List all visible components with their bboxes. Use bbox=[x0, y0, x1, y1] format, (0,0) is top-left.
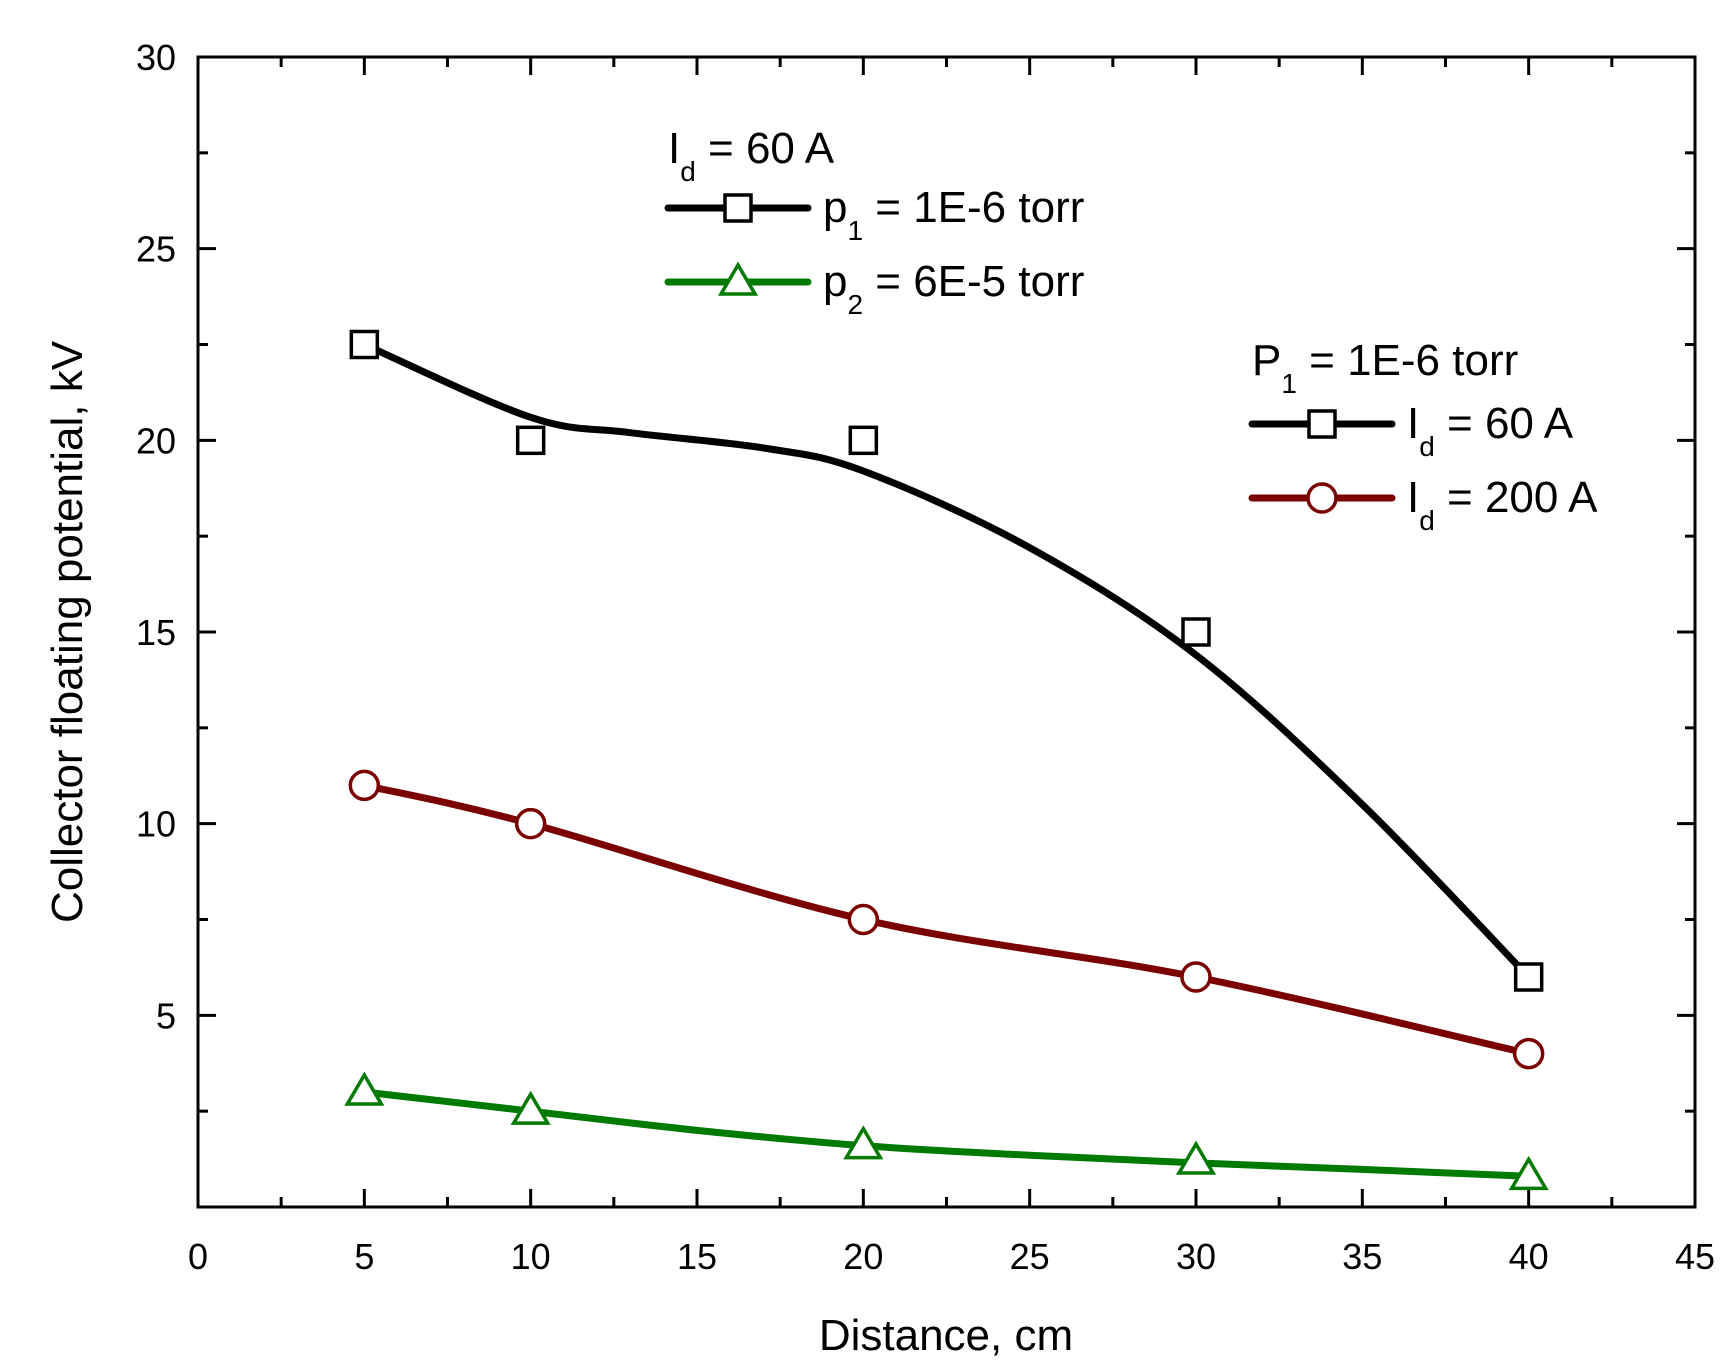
series-triangle bbox=[344, 1071, 1549, 1191]
legend-label: Id = 200 A bbox=[1407, 473, 1598, 536]
x-tick-label: 10 bbox=[511, 1236, 551, 1277]
legend-label: p1 = 1E-6 torr bbox=[823, 183, 1084, 246]
x-tick-label: 25 bbox=[1010, 1236, 1050, 1277]
data-point bbox=[843, 1125, 884, 1160]
x-tick-label: 35 bbox=[1342, 1236, 1382, 1277]
data-point bbox=[348, 769, 381, 802]
legend-label: Id = 60 A bbox=[1407, 399, 1574, 462]
data-point bbox=[515, 425, 546, 456]
y-tick-label: 20 bbox=[136, 420, 176, 461]
data-point bbox=[344, 1071, 385, 1106]
y-axis-title: Collector floating potential, kV bbox=[43, 340, 92, 923]
data-point bbox=[1180, 961, 1212, 993]
y-tick-label: 25 bbox=[136, 229, 176, 270]
y-tick-label: 5 bbox=[156, 995, 176, 1036]
legend-entry: Id = 200 A bbox=[1248, 473, 1598, 536]
legend-marker bbox=[723, 193, 753, 223]
series-layer bbox=[344, 329, 1549, 1191]
data-point bbox=[848, 425, 879, 456]
data-point bbox=[510, 1090, 551, 1125]
x-tick-label: 30 bbox=[1176, 1236, 1216, 1277]
legend-marker bbox=[1306, 482, 1338, 514]
legend-entry: p1 = 1E-6 torr bbox=[664, 183, 1084, 246]
x-tick-label: 15 bbox=[677, 1236, 717, 1277]
data-point bbox=[1512, 1037, 1545, 1070]
legend-entry: p2 = 6E-5 torr bbox=[664, 257, 1084, 320]
y-tick-label: 30 bbox=[136, 37, 176, 78]
legend-title: P1 = 1E-6 torr bbox=[1252, 336, 1518, 399]
data-point bbox=[1508, 1155, 1549, 1191]
data-point bbox=[1513, 962, 1544, 992]
legend-entry: Id = 60 A bbox=[1248, 399, 1574, 462]
y-tick-label: 10 bbox=[136, 804, 176, 845]
x-tick-label: 40 bbox=[1509, 1236, 1549, 1277]
y-tick-label: 15 bbox=[136, 612, 176, 653]
x-tick-label: 20 bbox=[843, 1236, 883, 1277]
data-point bbox=[1181, 617, 1211, 647]
data-point bbox=[514, 807, 547, 840]
x-tick-label: 45 bbox=[1675, 1236, 1715, 1277]
axis-ticks: 0 5 10 15 20 25 30 35 40 45 5 10 15 20 25 30 bbox=[136, 37, 1715, 1277]
data-point bbox=[847, 903, 880, 936]
series-circle bbox=[348, 769, 1545, 1070]
x-axis-title: Distance, cm bbox=[819, 1311, 1073, 1360]
data-point bbox=[349, 329, 380, 360]
legend-group: Id = 60 Ap1 = 1E-6 torr p2 = 6E-5 torr bbox=[664, 124, 1084, 320]
legend-title: Id = 60 A bbox=[668, 124, 835, 187]
x-tick-label: 0 bbox=[188, 1236, 208, 1277]
series-square bbox=[349, 329, 1544, 992]
x-tick-label: 5 bbox=[354, 1236, 374, 1277]
legend-marker bbox=[1307, 409, 1337, 439]
series-line bbox=[360, 781, 1533, 1058]
data-point bbox=[1175, 1140, 1217, 1175]
legend-label: p2 = 6E-5 torr bbox=[823, 257, 1084, 320]
legend-marker bbox=[717, 261, 759, 296]
series-line bbox=[360, 1088, 1533, 1180]
series-line bbox=[360, 341, 1533, 981]
